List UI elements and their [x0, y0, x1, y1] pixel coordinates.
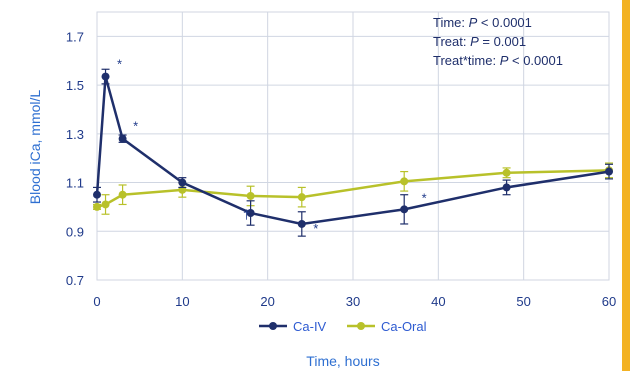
legend-label: Ca-Oral: [381, 319, 427, 334]
data-point: [297, 219, 306, 228]
legend-label: Ca-IV: [293, 319, 327, 334]
x-axis-label: Time, hours: [306, 353, 379, 369]
data-point: [502, 183, 511, 192]
stats-line: Treat*time: P < 0.0001: [433, 53, 563, 68]
y-tick-label: 1.7: [66, 29, 84, 44]
data-point: [246, 209, 255, 217]
x-tick-label: 0: [93, 294, 100, 309]
legend-marker: [357, 322, 365, 330]
legend-item-ca-oral: Ca-Oral: [347, 319, 427, 334]
data-point: [400, 205, 409, 214]
x-tick-label: 50: [516, 294, 530, 309]
x-tick-label: 60: [602, 294, 616, 309]
stats-line: Treat: P = 0.001: [433, 34, 526, 49]
data-point: [101, 200, 110, 209]
significance-marker: †: [243, 207, 250, 222]
stats-line: Time: P < 0.0001: [433, 15, 532, 30]
data-point: [118, 134, 127, 143]
data-point: [605, 167, 613, 176]
x-tick-label: 40: [431, 294, 445, 309]
data-point: [101, 72, 110, 81]
y-tick-label: 1.5: [66, 78, 84, 93]
data-point: [93, 202, 101, 211]
legend-item-ca-iv: Ca-IV: [259, 319, 327, 334]
significance-marker: *: [422, 190, 427, 205]
axes: 0.7 0.9 1.1 1.3 1.5 1.7 0 10 20 30 40 50 60: [66, 29, 616, 309]
y-tick-label: 1.1: [66, 176, 84, 191]
grid: [96, 11, 610, 281]
accent-bar: [622, 0, 630, 371]
x-tick-label: 30: [346, 294, 360, 309]
y-axis-label: Blood iCa, mmol/L: [27, 90, 43, 205]
significance-marker: *: [133, 119, 138, 134]
data-point: [297, 193, 306, 202]
y-tick-label: 1.3: [66, 127, 84, 142]
legend: Ca-IV Ca-Oral: [259, 319, 427, 334]
series-ca-iv: [93, 68, 613, 237]
data-point: [178, 178, 187, 187]
stats-text: Time: P < 0.0001 Treat: P = 0.001 Treat*ti…: [433, 15, 563, 68]
significance-marker: *: [313, 221, 318, 236]
y-tick-label: 0.7: [66, 273, 84, 288]
y-tick-label: 0.9: [66, 224, 84, 239]
series-ca-oral: [93, 162, 613, 215]
data-point: [502, 168, 511, 177]
significance-marker: *: [117, 57, 122, 72]
annotations: * * † * *: [117, 57, 427, 236]
data-point: [246, 191, 255, 200]
data-point: [93, 190, 101, 199]
data-point: [400, 177, 409, 186]
series-layer: [93, 68, 613, 237]
x-tick-label: 20: [260, 294, 274, 309]
legend-marker: [269, 322, 277, 330]
x-tick-label: 10: [175, 294, 189, 309]
data-point: [118, 190, 127, 199]
